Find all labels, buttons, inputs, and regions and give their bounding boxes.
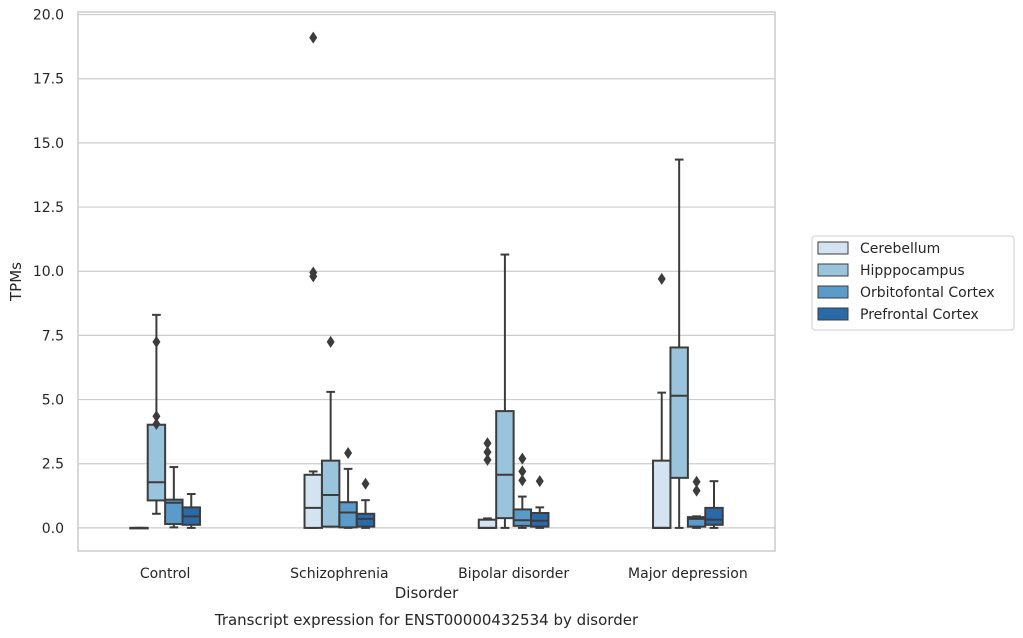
box-cerebellum <box>129 526 149 530</box>
y-tick-label: 20.0 <box>33 8 64 24</box>
y-tick-label: 17.5 <box>33 72 64 88</box>
legend-swatch <box>817 307 849 321</box>
box-body <box>146 423 167 502</box>
outlier-point <box>483 437 492 450</box>
box-plots <box>129 31 724 530</box>
outlier-point <box>518 452 527 465</box>
y-tick-label: 10.0 <box>33 264 64 280</box>
x-tick-label: Bipolar disorder <box>458 566 569 582</box>
legend-label: Prefrontal Cortex <box>860 307 979 323</box>
box-orbitofontal-cortex <box>686 475 707 529</box>
outlier-point <box>361 477 370 490</box>
legend: Cerebellum Hipppocampus Orbitofontal Corte… <box>811 235 1015 331</box>
box-body <box>477 518 498 529</box>
box-hipppocampus <box>320 335 341 528</box>
legend-swatch <box>817 285 849 299</box>
x-tick-label: Schizophrenia <box>290 566 388 582</box>
box-prefrontal-cortex <box>704 480 724 529</box>
box-body <box>303 473 323 529</box>
y-tick-label: 0.0 <box>42 521 64 537</box>
outlier-point <box>518 474 527 487</box>
legend-label: Hipppocampus <box>860 263 965 279</box>
box-prefrontal-cortex <box>181 493 201 529</box>
outlier-point <box>483 446 492 459</box>
y-tick-label: 7.5 <box>42 328 64 344</box>
x-tick-labels: Control Schizophrenia Bipolar disorder Majo… <box>140 566 748 582</box>
box-prefrontal-cortex <box>530 475 550 529</box>
x-axis-title: Disorder <box>395 584 459 602</box>
legend-label: Cerebellum <box>860 241 940 257</box>
y-tick-label: 12.5 <box>33 200 64 216</box>
outlier-point <box>344 446 353 459</box>
box-orbitofontal-cortex <box>338 446 358 529</box>
x-tick-label: Control <box>140 566 191 582</box>
legend-label: Orbitofontal Cortex <box>860 285 995 301</box>
x-tick-label: Major depression <box>628 566 748 582</box>
grid-lines <box>78 13 775 529</box>
outlier-point <box>692 484 701 497</box>
box-body <box>338 501 358 529</box>
outlier-point <box>692 475 701 488</box>
box-hipppocampus <box>495 253 515 529</box>
plot-frame <box>77 11 776 552</box>
box-prefrontal-cortex <box>355 477 376 529</box>
legend-swatch <box>817 263 849 277</box>
box-hipppocampus <box>669 158 689 529</box>
outlier-point <box>152 410 161 423</box>
y-tick-labels: 0.0 2.5 5.0 7.5 10.0 12.5 15.0 17.5 20.0 <box>33 8 64 537</box>
box-body <box>495 410 515 520</box>
outlier-point <box>483 453 492 466</box>
y-axis-title: TPMs <box>7 262 25 302</box>
box-orbitofontal-cortex <box>512 452 533 529</box>
box-body <box>704 506 724 526</box>
outlier-point <box>309 31 318 44</box>
box-body <box>652 459 672 529</box>
outlier-point <box>326 335 335 348</box>
y-tick-label: 15.0 <box>33 136 64 152</box>
outlier-point <box>657 272 666 285</box>
outlier-point <box>152 335 161 348</box>
y-tick-label: 5.0 <box>42 393 64 409</box>
outlier-point <box>309 270 318 283</box>
outlier-point <box>518 465 527 478</box>
box-body <box>512 508 533 527</box>
box-body <box>669 346 689 479</box>
box-cerebellum <box>477 437 498 529</box>
outlier-point <box>535 475 544 488</box>
box-body <box>320 459 341 528</box>
legend-swatch <box>817 241 849 255</box>
box-body <box>355 512 376 528</box>
y-tick-label: 2.5 <box>42 457 64 473</box>
box-orbitofontal-cortex <box>164 466 184 529</box>
outlier-point <box>152 417 161 430</box>
box-cerebellum <box>652 272 672 529</box>
chart-caption: Transcript expression for ENST0000043253… <box>214 611 639 629</box>
box-cerebellum <box>303 31 323 529</box>
box-hipppocampus <box>146 313 167 515</box>
legend-frame <box>811 235 1015 331</box>
